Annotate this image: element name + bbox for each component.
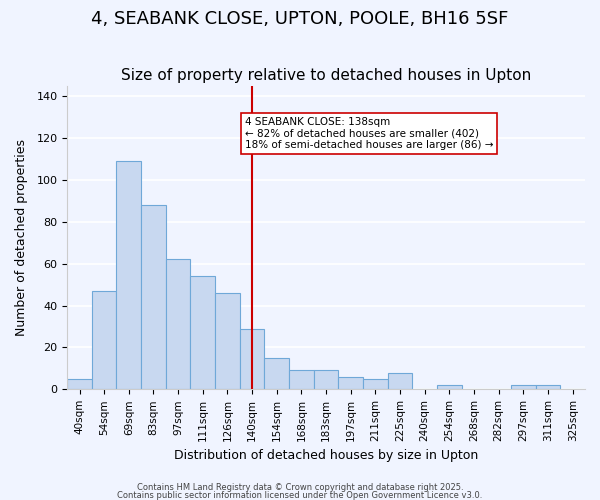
Bar — [190, 276, 215, 390]
Bar — [265, 358, 289, 390]
Bar — [67, 379, 92, 390]
Bar — [289, 370, 314, 390]
Bar — [166, 260, 190, 390]
X-axis label: Distribution of detached houses by size in Upton: Distribution of detached houses by size … — [174, 450, 478, 462]
Bar — [536, 385, 560, 390]
Bar — [338, 376, 363, 390]
Text: 4 SEABANK CLOSE: 138sqm
← 82% of detached houses are smaller (402)
18% of semi-d: 4 SEABANK CLOSE: 138sqm ← 82% of detache… — [245, 117, 493, 150]
Bar — [437, 385, 462, 390]
Text: 4, SEABANK CLOSE, UPTON, POOLE, BH16 5SF: 4, SEABANK CLOSE, UPTON, POOLE, BH16 5SF — [91, 10, 509, 28]
Bar — [363, 379, 388, 390]
Title: Size of property relative to detached houses in Upton: Size of property relative to detached ho… — [121, 68, 531, 83]
Bar — [240, 328, 265, 390]
Bar — [314, 370, 338, 390]
Y-axis label: Number of detached properties: Number of detached properties — [15, 139, 28, 336]
Bar — [388, 372, 412, 390]
Bar — [215, 293, 240, 390]
Text: Contains HM Land Registry data © Crown copyright and database right 2025.: Contains HM Land Registry data © Crown c… — [137, 483, 463, 492]
Bar — [511, 385, 536, 390]
Bar — [116, 161, 141, 390]
Text: Contains public sector information licensed under the Open Government Licence v3: Contains public sector information licen… — [118, 490, 482, 500]
Bar — [92, 291, 116, 390]
Bar — [141, 205, 166, 390]
